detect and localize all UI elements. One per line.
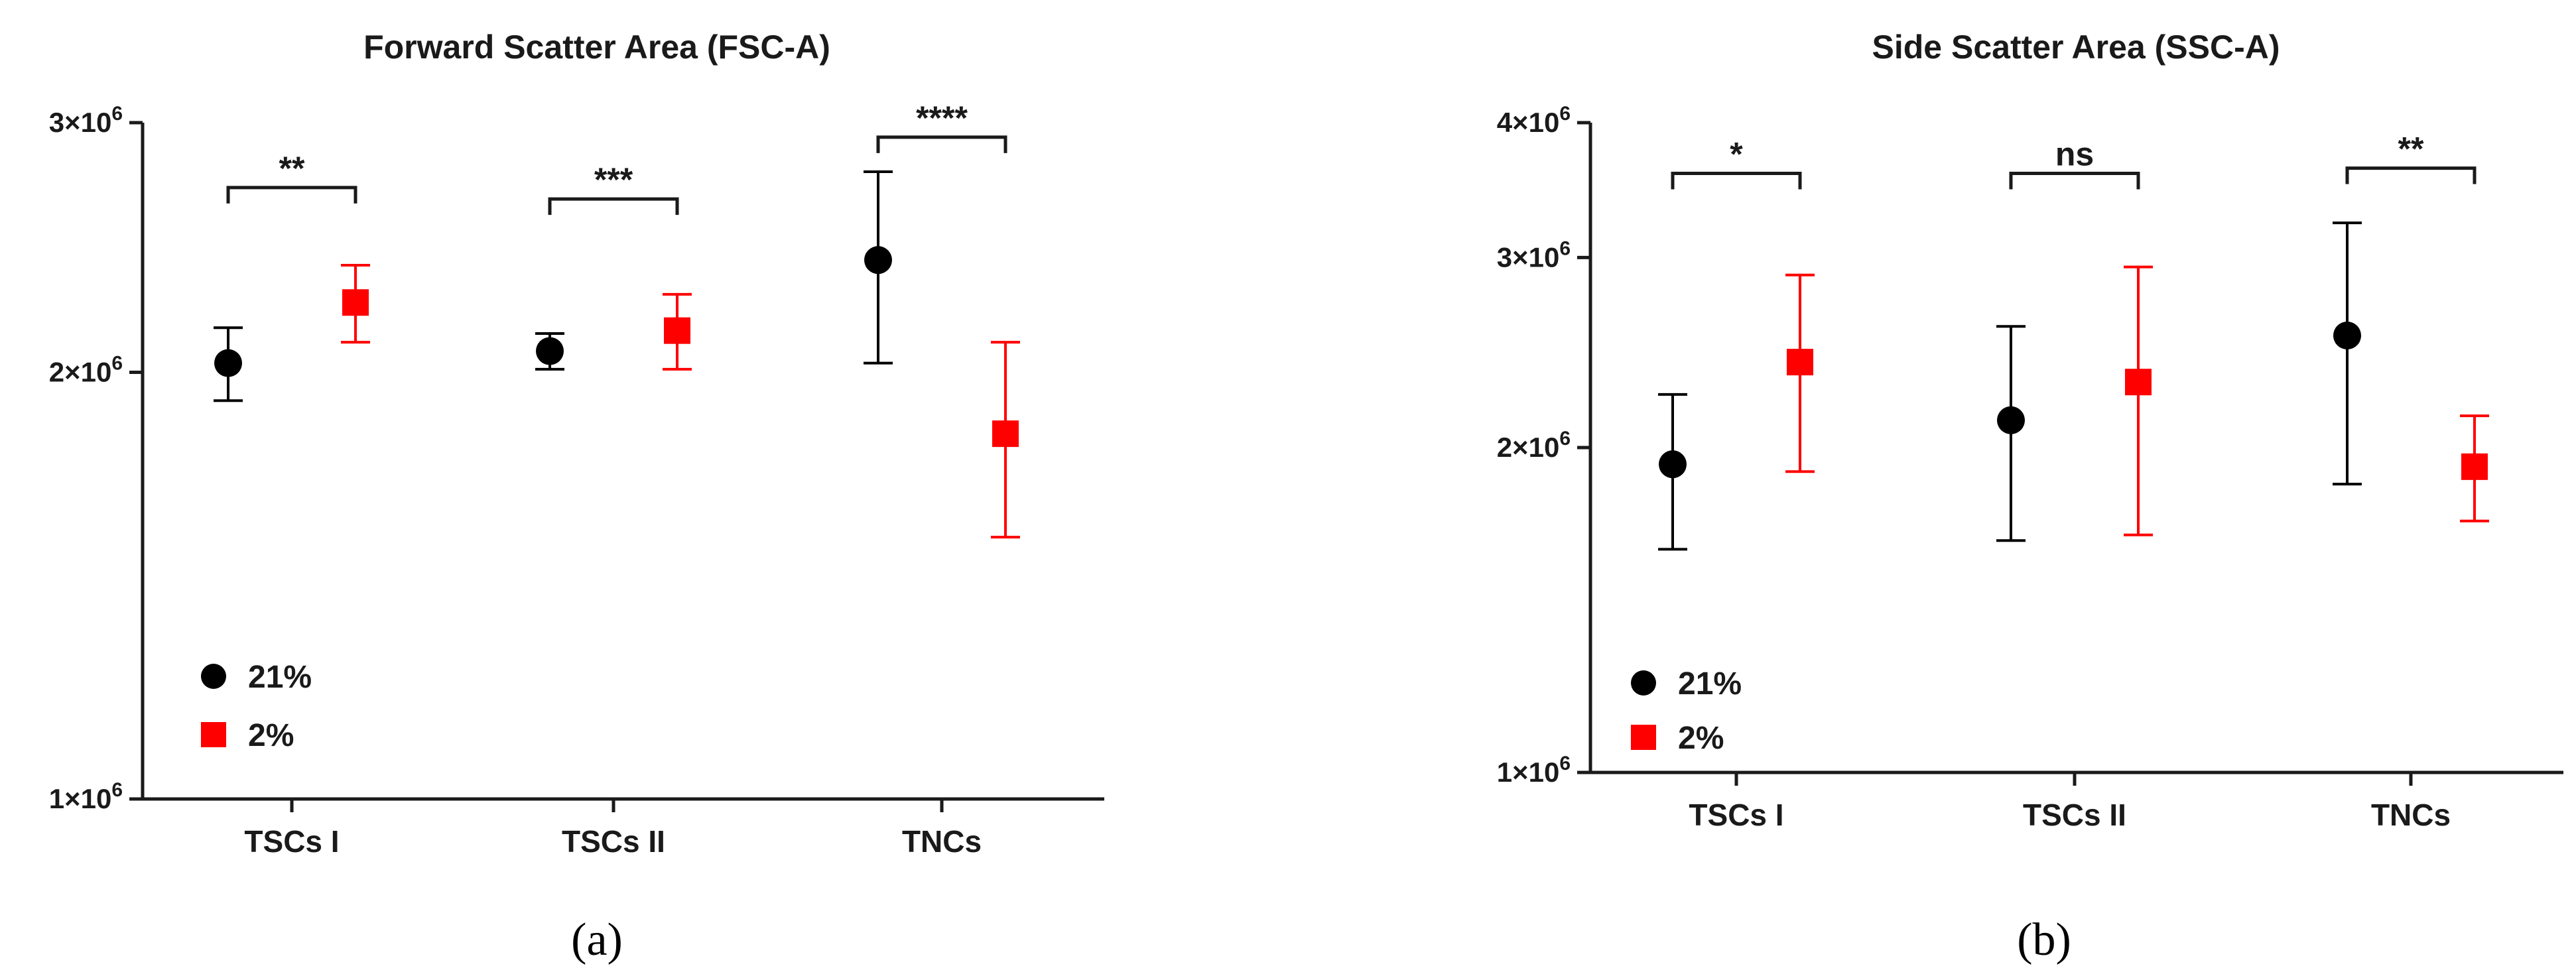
significance-label: **** — [916, 99, 968, 137]
significance-bracket — [876, 135, 1007, 153]
legend-marker-21 — [201, 664, 226, 689]
significance-bracket — [548, 197, 679, 215]
panel-label-b: (b) — [2017, 914, 2071, 965]
y-tick-label: 3×106 — [49, 103, 123, 138]
y-tick-label: 4×106 — [1497, 103, 1571, 138]
significance-bracket — [2345, 166, 2477, 184]
y-tick-label: 1×106 — [49, 779, 123, 814]
significance-label: ns — [2055, 135, 2094, 172]
panel-label-a: (a) — [571, 914, 623, 965]
data-point-2 — [2461, 453, 2488, 480]
significance-label: * — [1730, 135, 1743, 172]
y-tick-label: 3×106 — [1497, 237, 1571, 273]
legend-label: 21% — [248, 660, 312, 695]
legend-label: 2% — [248, 718, 294, 753]
x-tick-label: TSCs II — [2023, 798, 2126, 832]
y-tick-label: 2×106 — [49, 352, 123, 387]
y-tick-label: 1×106 — [1497, 753, 1571, 788]
x-tick-label: TSCs I — [1689, 798, 1783, 832]
legend-marker-21 — [1631, 670, 1656, 696]
chart-fsc-a: Forward Scatter Area (FSC-A) 1×106 2×106 3×… — [49, 29, 1104, 859]
legend-marker-2 — [1631, 725, 1656, 750]
data-point-21 — [1659, 450, 1687, 479]
data-point-21 — [1997, 406, 2025, 434]
significance-bracket — [226, 186, 357, 204]
data-point-21 — [2333, 322, 2361, 350]
data-point-2 — [2125, 369, 2152, 396]
significance-label: *** — [594, 161, 633, 198]
data-point-2 — [1787, 349, 1813, 376]
data-point-21 — [536, 337, 564, 365]
legend-label: 21% — [1678, 666, 1742, 702]
data-point-21 — [214, 349, 242, 377]
x-tick-label: TNCs — [2371, 798, 2451, 832]
significance-label: ** — [279, 150, 305, 187]
chart-ssc-a: Side Scatter Area (SSC-A) 1×106 2×106 3×106… — [1497, 29, 2563, 832]
significance-label: ** — [2398, 131, 2424, 168]
significance-bracket — [2009, 171, 2140, 190]
x-tick-label: TSCs I — [244, 824, 339, 859]
x-tick-label: TNCs — [902, 824, 982, 859]
data-point-2 — [992, 420, 1019, 448]
y-tick-label: 2×106 — [1497, 428, 1571, 463]
chart-title: Side Scatter Area (SSC-A) — [1872, 29, 2280, 66]
legend-marker-2 — [201, 722, 226, 747]
x-tick-label: TSCs II — [562, 824, 665, 859]
data-point-21 — [864, 246, 892, 275]
significance-bracket — [1671, 171, 1802, 190]
data-point-2 — [342, 289, 369, 316]
legend-label: 2% — [1678, 721, 1724, 756]
data-point-2 — [664, 317, 690, 344]
chart-title: Forward Scatter Area (FSC-A) — [363, 29, 830, 66]
